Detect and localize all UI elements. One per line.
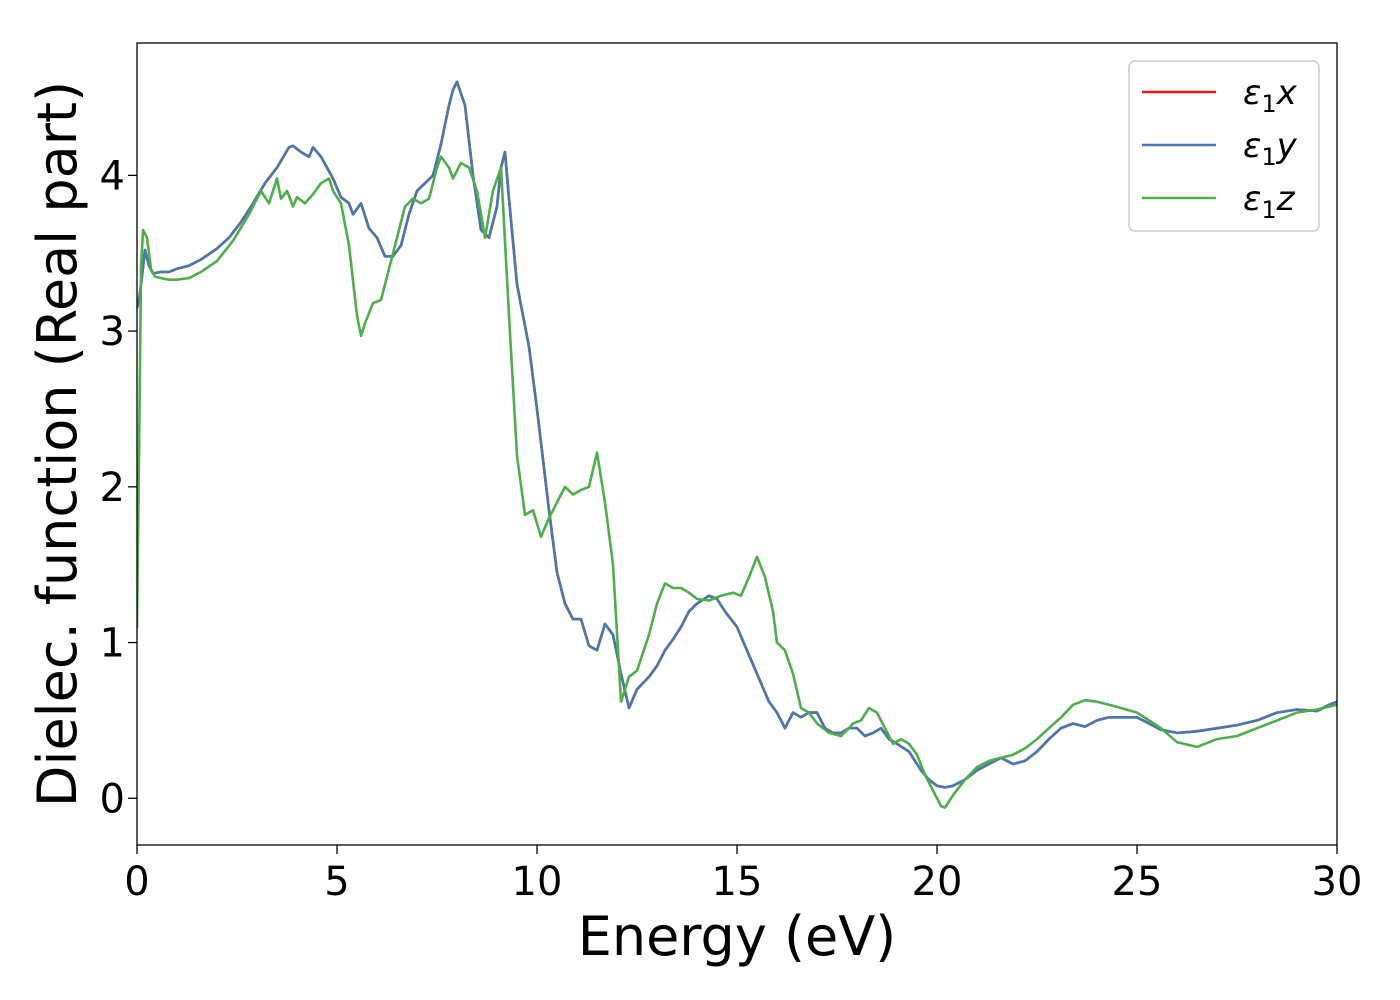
y-axis-title: Dielec. function (Real part): [26, 81, 89, 807]
legend-label-x: ε1x: [1243, 73, 1298, 118]
x-tick-label: 5: [324, 859, 349, 905]
x-tick-label: 20: [912, 859, 963, 905]
x-tick-label: 15: [712, 859, 763, 905]
legend-box: [1128, 60, 1320, 232]
x-axis-ticks: 0 5 10 15 20 25 30: [124, 845, 1362, 905]
x-tick-label: 30: [1312, 859, 1363, 905]
series-layer: [137, 80, 1337, 809]
series-line-z: [137, 155, 1337, 809]
legend-label-z: ε1z: [1243, 179, 1296, 224]
legend-label-y: ε1y: [1243, 126, 1298, 171]
y-tick-label: 4: [100, 153, 125, 199]
y-tick-label: 0: [100, 776, 125, 822]
x-tick-label: 25: [1112, 859, 1163, 905]
y-tick-label: 2: [100, 465, 125, 511]
series-line-y: [137, 80, 1337, 789]
y-tick-label: 3: [100, 309, 125, 355]
x-axis-title: Energy (eV): [578, 905, 897, 968]
x-tick-label: 10: [512, 859, 563, 905]
y-tick-label: 1: [100, 621, 125, 667]
legend: ε1x ε1y ε1z: [1128, 60, 1320, 232]
x-tick-label: 0: [124, 859, 149, 905]
y-axis-ticks: 0 1 2 3 4: [100, 153, 137, 822]
